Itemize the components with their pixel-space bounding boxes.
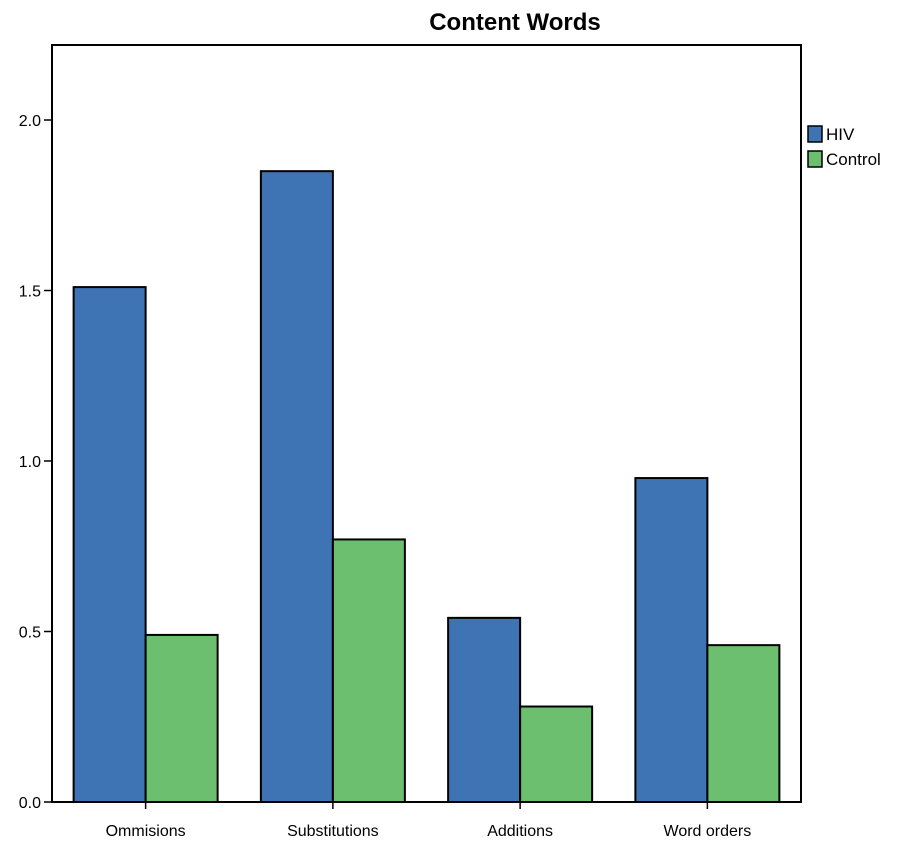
x-tick-label: Additions xyxy=(487,823,553,840)
y-tick-label: 1.5 xyxy=(19,284,41,301)
y-tick-label: 0.5 xyxy=(19,625,41,642)
y-axis: 0.0 0.5 1.0 1.5 2.0 xyxy=(19,113,52,812)
bar-control-4 xyxy=(706,644,781,804)
legend-swatch-hiv xyxy=(807,125,823,143)
bar-hiv-3 xyxy=(447,616,522,803)
bar-control-1 xyxy=(144,633,219,804)
bar-control-3 xyxy=(519,705,594,803)
plot-frame xyxy=(51,44,802,803)
bar-group xyxy=(72,170,781,804)
chart-title: Content Words xyxy=(429,9,601,36)
bar-control-2 xyxy=(331,538,406,803)
legend-label-hiv: HIV xyxy=(826,125,855,144)
y-tick-label: 0.0 xyxy=(19,795,41,812)
legend: HIV Control xyxy=(807,125,881,169)
y-tick-label: 2.0 xyxy=(19,113,41,130)
bar-hiv-4 xyxy=(634,477,709,803)
y-tick-label: 1.0 xyxy=(19,454,41,471)
legend-label-control: Control xyxy=(826,150,881,169)
legend-swatch-control xyxy=(807,150,823,168)
x-tick-label: Substitutions xyxy=(287,823,379,840)
bar-hiv-1 xyxy=(72,286,147,804)
x-tick-label: Word orders xyxy=(664,823,752,840)
x-axis: Ommisions Substitutions Additions Word orde… xyxy=(106,802,752,840)
bar-hiv-2 xyxy=(259,170,334,803)
x-tick-label: Ommisions xyxy=(106,823,186,840)
